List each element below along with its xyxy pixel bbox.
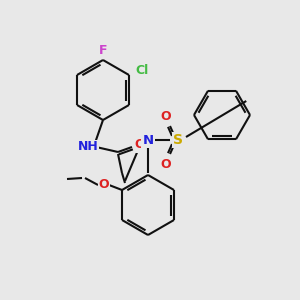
Text: NH: NH [78, 140, 98, 154]
Text: Cl: Cl [135, 64, 148, 77]
Text: O: O [99, 178, 109, 191]
Text: F: F [99, 44, 107, 58]
Text: O: O [161, 158, 171, 170]
Text: O: O [135, 139, 145, 152]
Text: S: S [173, 133, 183, 147]
Text: O: O [161, 110, 171, 122]
Text: N: N [142, 134, 154, 146]
